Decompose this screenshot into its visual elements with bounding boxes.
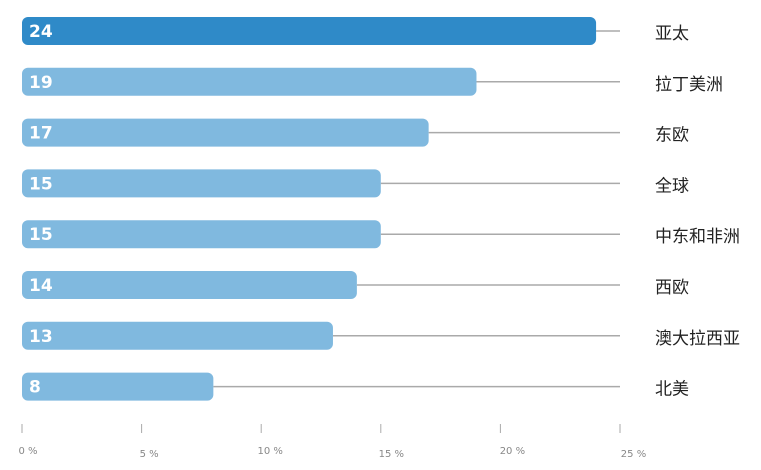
bar	[22, 169, 381, 198]
bar	[22, 372, 214, 401]
bar	[22, 67, 477, 96]
bar	[22, 271, 357, 299]
value-label: 8	[29, 378, 41, 398]
x-tick-label: 25 %	[621, 449, 646, 460]
value-label: 24	[29, 22, 53, 42]
x-tick-label: 0 %	[18, 446, 37, 457]
category-label: 全球	[655, 176, 689, 196]
x-tick-label: 20 %	[500, 446, 525, 457]
bar	[22, 17, 597, 45]
value-label: 15	[29, 225, 53, 245]
bar	[22, 220, 381, 249]
category-label: 中东和非洲	[655, 227, 740, 247]
category-label: 拉丁美洲	[655, 75, 723, 95]
category-label: 东欧	[655, 126, 689, 146]
bar	[22, 321, 333, 350]
value-label: 13	[29, 327, 53, 347]
value-label: 15	[29, 174, 53, 194]
category-label: 亚太	[655, 24, 689, 44]
category-label: 西欧	[655, 278, 689, 298]
value-label: 14	[29, 276, 53, 296]
x-tick-label: 5 %	[140, 449, 159, 460]
value-label: 17	[29, 124, 53, 144]
category-label: 北美	[655, 380, 689, 400]
category-label: 澳大拉西亚	[655, 329, 740, 349]
bar	[22, 118, 429, 147]
value-label: 19	[29, 73, 53, 93]
x-tick-label: 15 %	[379, 449, 404, 460]
x-tick-label: 10 %	[257, 446, 282, 457]
